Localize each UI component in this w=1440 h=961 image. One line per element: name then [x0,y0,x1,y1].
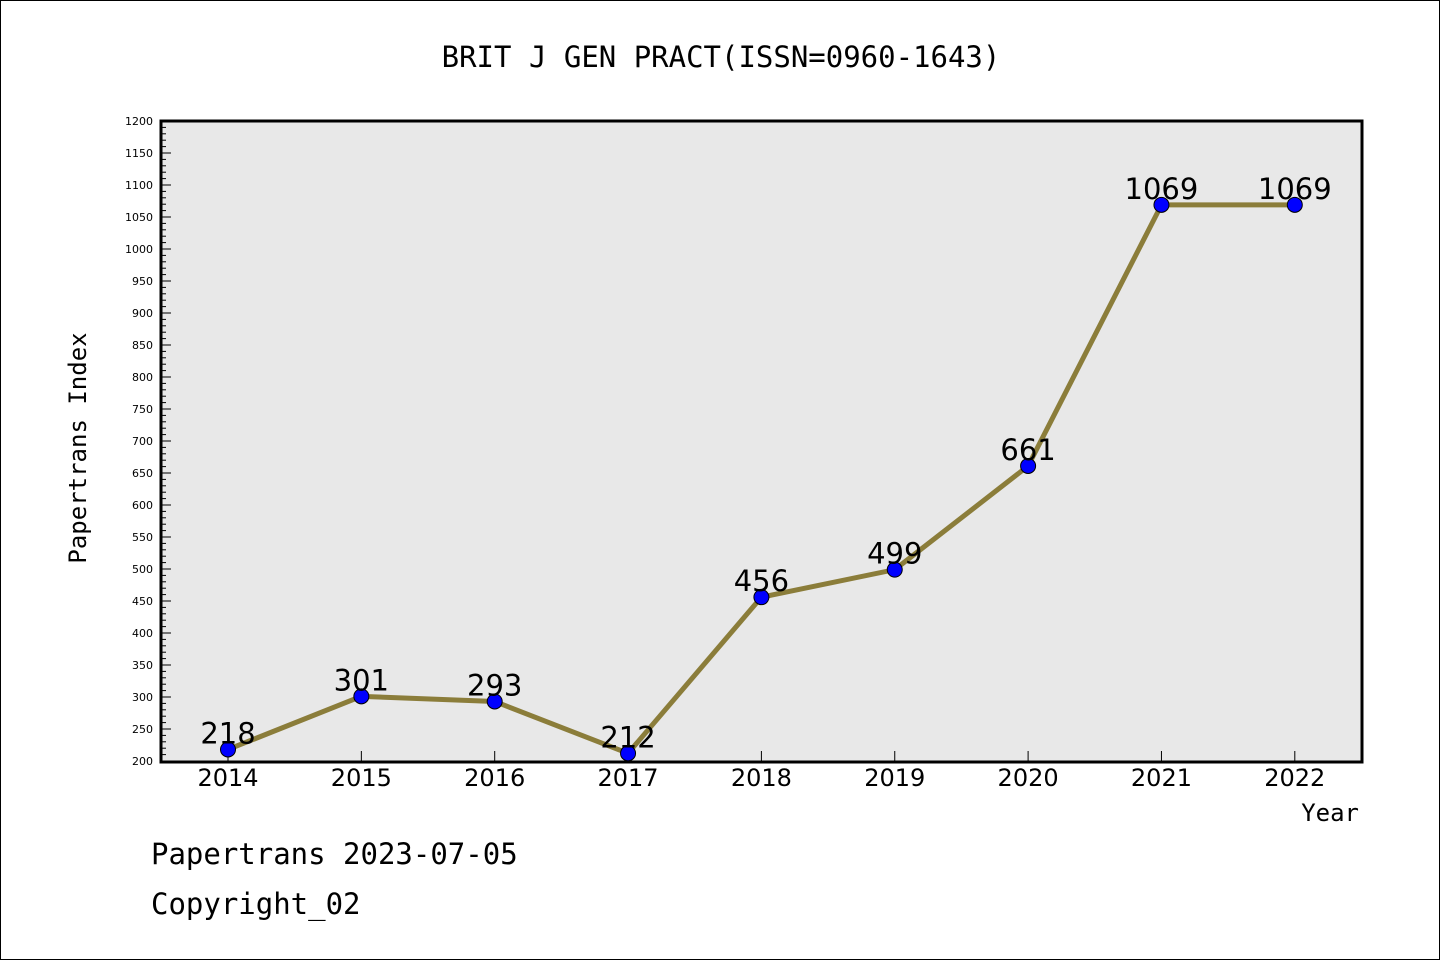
y-tick-label: 200 [132,755,153,768]
footer-date: Papertrans 2023-07-05 [151,837,518,871]
y-tick-label: 250 [132,723,153,736]
y-tick-label: 350 [132,659,153,672]
x-tick-label: 2015 [331,764,392,792]
data-label-2018: 456 [734,564,789,598]
data-labels: 218 301 293 212 456 499 661 1069 1069 [200,172,1331,754]
data-label-2014: 218 [200,716,255,750]
data-point-2019 [886,561,903,578]
data-point-2015 [353,688,370,705]
x-tick-label: 2022 [1264,764,1325,792]
y-tick-label: 550 [132,531,153,544]
x-tick-label: 2019 [864,764,925,792]
data-label-2019: 499 [867,537,922,571]
y-tick-label: 400 [132,627,153,640]
y-tick-label: 1200 [125,115,153,128]
data-label-2022: 1069 [1258,172,1332,206]
plot-area [159,119,1364,764]
y-tick-label: 700 [132,435,153,448]
data-point-2018 [753,589,770,606]
x-tick-label: 2017 [598,764,659,792]
data-label-2017: 212 [600,720,655,754]
y-tick-label: 600 [132,499,153,512]
chart-title: BRIT J GEN PRACT(ISSN=0960-1643) [442,40,1001,74]
y-tick-label: 1000 [125,243,153,256]
y-tick-label: 850 [132,339,153,352]
data-label-2020: 661 [1000,433,1055,467]
y-tick-label: 950 [132,275,153,288]
data-label-2016: 293 [467,668,522,702]
data-point-2014 [220,741,236,758]
y-tick-label: 500 [132,563,153,576]
footer-copyright: Copyright_02 [151,887,361,921]
x-axis-label: Year [1301,799,1359,827]
y-tick-label: 900 [132,307,153,320]
y-tick-label: 800 [132,371,153,384]
x-tick-label: 2021 [1131,764,1192,792]
data-label-2021: 1069 [1125,172,1199,206]
y-tick-label: 450 [132,595,153,608]
series-points [220,196,1303,762]
data-point-2022 [1286,196,1303,213]
x-tick-label: 2018 [731,764,792,792]
x-axis: 2014 2015 2016 2017 2018 2019 2020 2021 2022 [197,751,1325,792]
data-point-2020 [1020,457,1037,474]
x-tick-label: 2014 [197,764,258,792]
data-point-2021 [1153,196,1170,213]
x-tick-label: 2020 [998,764,1059,792]
data-point-2016 [486,693,503,710]
y-tick-label: 1150 [125,147,153,160]
y-tick-label: 1100 [125,179,153,192]
y-tick-label: 750 [132,403,153,416]
data-label-2015: 301 [334,663,389,697]
x-tick-label: 2016 [464,764,525,792]
y-tick-label: 300 [132,691,153,704]
y-axis: 200 250 300 350 400 450 500 550 600 650 700 750 800 8… [125,115,171,768]
y-tick-label: 1050 [125,211,153,224]
y-axis-label: Papertrans Index [64,332,92,563]
data-point-2017 [620,745,637,762]
y-tick-label: 650 [132,467,153,480]
